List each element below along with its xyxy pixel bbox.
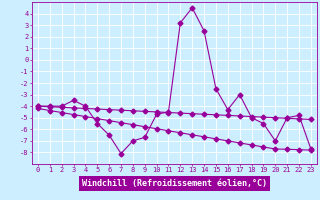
X-axis label: Windchill (Refroidissement éolien,°C): Windchill (Refroidissement éolien,°C) bbox=[82, 179, 267, 188]
